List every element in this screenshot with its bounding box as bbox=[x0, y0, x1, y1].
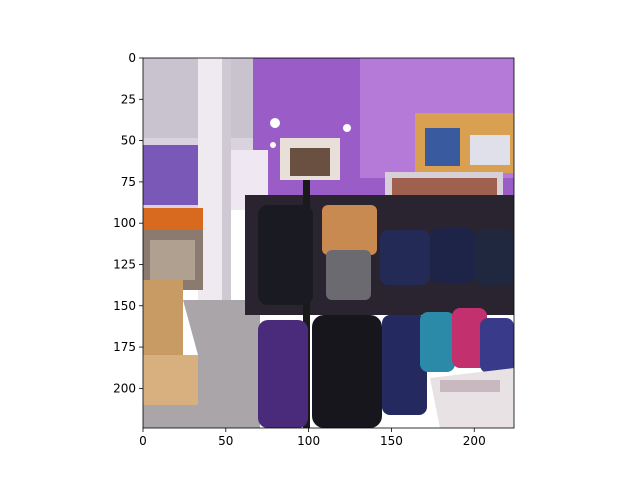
x-tick-label: 150 bbox=[380, 434, 403, 448]
book-table bbox=[430, 368, 514, 428]
y-tick-label: 50 bbox=[121, 134, 136, 148]
orange-shelf-band bbox=[143, 208, 203, 230]
backpack-orange bbox=[322, 205, 377, 255]
backpack-gray bbox=[326, 250, 371, 300]
photo bbox=[143, 58, 514, 428]
y-tick-label: 100 bbox=[113, 216, 136, 230]
y-tick-label: 175 bbox=[113, 340, 136, 354]
cardboard-box bbox=[143, 280, 183, 355]
far-purple-sign bbox=[143, 145, 198, 205]
floor bbox=[143, 300, 260, 428]
y-tick-label: 25 bbox=[121, 92, 136, 106]
backpack-pink bbox=[452, 308, 487, 368]
left-products bbox=[150, 240, 195, 280]
x-axis: 0 50 100 150 200 bbox=[139, 428, 486, 448]
wood-shelf-items-2 bbox=[470, 135, 510, 165]
y-tick-label: 0 bbox=[128, 51, 136, 65]
x-tick-label: 200 bbox=[463, 434, 486, 448]
ceiling-light-1 bbox=[270, 118, 280, 128]
ceiling-light-3 bbox=[270, 142, 276, 148]
backpack-black-1 bbox=[258, 205, 313, 305]
backpack-blue bbox=[480, 318, 514, 373]
y-tick-label: 75 bbox=[121, 175, 136, 189]
backpack-teal bbox=[420, 312, 455, 372]
poster-image bbox=[290, 148, 330, 176]
cardboard-box-lower bbox=[143, 355, 198, 405]
y-tick-label: 150 bbox=[113, 299, 136, 313]
column-shadow bbox=[222, 58, 231, 306]
y-axis: 0 25 50 75 100 125 150 175 200 bbox=[113, 51, 143, 395]
backpack-navy-2 bbox=[430, 228, 475, 283]
backpack-navy-3 bbox=[475, 230, 514, 285]
backpack-navy-4 bbox=[382, 315, 427, 415]
backpack-purple bbox=[258, 320, 308, 428]
y-tick-label: 200 bbox=[113, 381, 136, 395]
ceiling-light-2 bbox=[343, 124, 351, 132]
x-tick-label: 50 bbox=[218, 434, 233, 448]
backpack-black-2 bbox=[312, 315, 382, 428]
backpack-navy-1 bbox=[380, 230, 430, 285]
y-tick-label: 125 bbox=[113, 257, 136, 271]
image-frame bbox=[142, 57, 515, 429]
x-tick-label: 0 bbox=[139, 434, 147, 448]
wood-shelf-items-1 bbox=[425, 128, 460, 166]
x-tick-label: 100 bbox=[297, 434, 320, 448]
book-stack bbox=[440, 380, 500, 392]
